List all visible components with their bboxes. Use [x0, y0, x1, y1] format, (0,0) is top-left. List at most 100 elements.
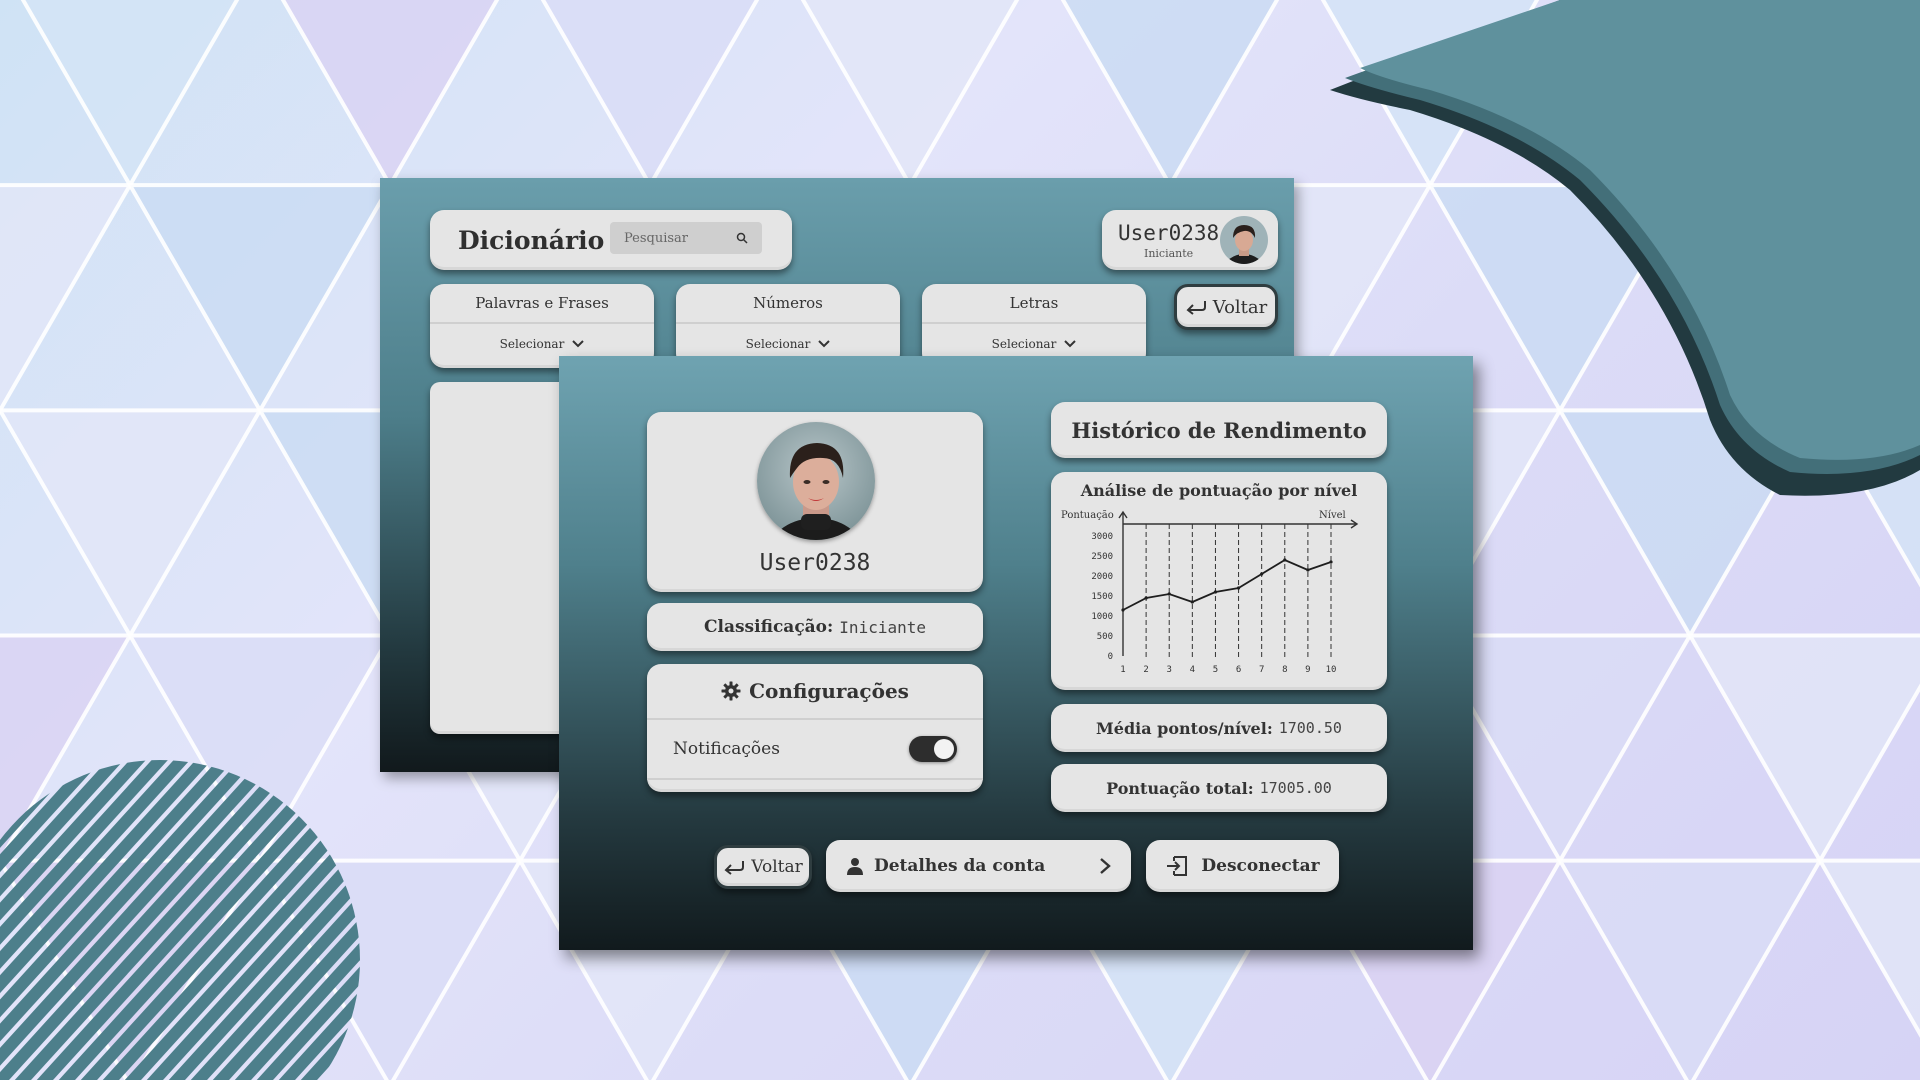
notifications-toggle[interactable]: [909, 736, 957, 762]
background-triangle: [0, 633, 134, 865]
background-triangle: [1060, 0, 1280, 190]
chevron-down-icon: [818, 340, 831, 348]
background-stripe: [0, 760, 337, 1080]
classification-value: Iniciante: [839, 617, 926, 637]
account-details-button[interactable]: Detalhes da conta: [826, 840, 1131, 892]
x-tick-label: 7: [1259, 665, 1264, 675]
dictionary-back-button[interactable]: Voltar: [1174, 284, 1278, 330]
background-stripe: [125, 760, 360, 1080]
y-axis: [1118, 510, 1128, 656]
avatar-portrait: [1220, 216, 1268, 264]
search-input[interactable]: Pesquisar: [610, 222, 762, 254]
background-wave-shape: [1330, 0, 1920, 496]
total-score-card: Pontuação total: 17005.00: [1051, 764, 1387, 812]
profile-back-button[interactable]: Voltar: [714, 845, 812, 889]
category-select-dropdown[interactable]: Selecionar: [430, 324, 654, 364]
category-label: Palavras e Frases: [430, 284, 654, 324]
performance-history-title: Histórico de Rendimento: [1071, 417, 1367, 443]
data-point: [1236, 586, 1241, 590]
category-phrases[interactable]: Palavras e Frases Selecionar: [430, 284, 654, 368]
avatar[interactable]: [1220, 216, 1268, 264]
user-icon: [847, 858, 863, 875]
settings-card: Configurações Notificações: [647, 664, 983, 792]
chevron-right-icon: [1100, 858, 1111, 874]
background-stripe: [0, 760, 227, 1080]
performance-history-header: Histórico de Rendimento: [1051, 402, 1387, 458]
y-tick-label: 2500: [1091, 552, 1113, 562]
x-axis-label: Nível: [1319, 510, 1346, 521]
user-badge[interactable]: User0238 Iniciante: [1102, 210, 1278, 270]
x-axis: [1123, 519, 1359, 529]
y-axis-label: Pontuação: [1061, 510, 1114, 521]
background-stripe: [0, 760, 293, 1080]
gear-icon: [721, 681, 741, 701]
category-letters[interactable]: Letras Selecionar: [922, 284, 1146, 368]
data-point: [1306, 568, 1310, 572]
user-rank: Iniciante: [1143, 246, 1194, 260]
background-triangle: [126, 183, 394, 415]
x-tick-label: 4: [1190, 665, 1195, 675]
data-point: [1329, 560, 1333, 564]
data-point: [1144, 596, 1148, 600]
average-score-value: 1700.50: [1278, 719, 1342, 737]
x-tick-label: 3: [1167, 665, 1172, 675]
chevron-down-icon: [1064, 340, 1077, 348]
back-label: Voltar: [1212, 296, 1268, 318]
background-stripe: [81, 760, 360, 1080]
background-triangle: [1686, 633, 1920, 865]
background-stripe: [37, 760, 360, 1080]
background-stripe: [103, 760, 360, 1080]
category-numbers[interactable]: Números Selecionar: [676, 284, 900, 368]
x-tick-label: 8: [1282, 665, 1287, 675]
select-label: Selecionar: [499, 337, 565, 351]
background-triangle: [0, 183, 134, 415]
avatar[interactable]: [757, 422, 875, 540]
profile-window: User0238 Classificação: Iniciante: [559, 356, 1473, 950]
dictionary-header: Dicionário Pesquisar: [430, 210, 792, 270]
background-triangle: [800, 0, 1020, 190]
settings-title: Configurações: [749, 679, 909, 703]
category-label: Letras: [922, 284, 1146, 324]
user-name: User0238: [1118, 220, 1220, 245]
background-stripe: [0, 760, 139, 1080]
search-icon[interactable]: [736, 232, 748, 244]
background-stripe: [59, 760, 360, 1080]
background-triangle: [1816, 858, 1920, 1038]
profile-card: User0238: [647, 412, 983, 592]
background-triangle: [1426, 633, 1694, 865]
data-point: [1121, 608, 1125, 612]
average-score-card: Média pontos/nível: 1700.50: [1051, 704, 1387, 752]
settings-header: Configurações: [647, 664, 983, 720]
y-tick-label: 2000: [1091, 572, 1113, 582]
total-score-value: 17005.00: [1259, 779, 1332, 797]
background-stripe: [0, 760, 315, 1080]
avatar-portrait: [757, 422, 875, 540]
search-placeholder: Pesquisar: [624, 230, 689, 246]
profile-username: User0238: [759, 550, 871, 576]
select-label: Selecionar: [991, 337, 1057, 351]
toggle-knob: [934, 739, 954, 759]
category-select-dropdown[interactable]: Selecionar: [922, 324, 1146, 364]
background-stripe: [0, 760, 117, 1080]
logout-button[interactable]: Desconectar: [1146, 840, 1339, 892]
background-triangle: [540, 0, 760, 190]
chevron-down-icon: [572, 340, 585, 348]
background-triangle: [280, 0, 500, 190]
return-arrow-icon: [724, 861, 745, 875]
background-stripe: [0, 760, 249, 1080]
average-score-label: Média pontos/nível:: [1096, 718, 1273, 738]
back-label: Voltar: [751, 857, 803, 877]
logout-label: Desconectar: [1201, 856, 1320, 876]
select-label: Selecionar: [745, 337, 811, 351]
category-select-dropdown[interactable]: Selecionar: [676, 324, 900, 364]
account-details-label: Detalhes da conta: [874, 856, 1046, 876]
x-tick-label: 5: [1213, 665, 1218, 675]
y-tick-label: 1000: [1091, 612, 1113, 622]
return-arrow-icon: [1186, 301, 1206, 315]
logout-icon: [1167, 856, 1188, 876]
background-triangle: [1556, 858, 1824, 1080]
account-details-content: Detalhes da conta: [846, 856, 1045, 876]
y-tick-label: 0: [1108, 652, 1113, 662]
y-tick-label: 3000: [1091, 532, 1113, 542]
score-chart-card: Análise de pontuação por nível Pontuação…: [1051, 472, 1387, 690]
